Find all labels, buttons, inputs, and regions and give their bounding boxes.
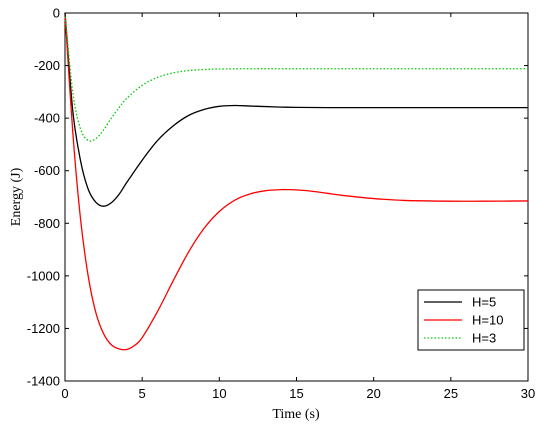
x-tick-label: 10 [212, 386, 226, 401]
y-tick-label: -400 [34, 111, 60, 126]
legend-label: H=3 [472, 331, 496, 346]
y-tick-label: -200 [34, 58, 60, 73]
series-line-h-10 [64, 12, 529, 351]
x-ticks: 0 5 10 15 20 25 30 [61, 13, 535, 401]
y-tick-label: -600 [34, 163, 60, 178]
legend: H=5 H=10 H=3 [417, 289, 525, 351]
x-tick-label: 30 [521, 386, 535, 401]
y-axis-label: Energy (J) [9, 167, 24, 226]
x-tick-label: 20 [366, 386, 380, 401]
y-tick-label: 0 [53, 6, 60, 21]
legend-label: H=5 [472, 295, 496, 310]
y-tick-label: -800 [34, 216, 60, 231]
y-ticks: 0 -200 -400 -600 -800 -1000 -1200 -1400 [27, 6, 528, 389]
legend-label: H=10 [472, 313, 503, 328]
series-line-h-5 [64, 12, 528, 207]
x-tick-label: 25 [444, 386, 458, 401]
series-layer [64, 12, 529, 351]
x-tick-label: 15 [289, 386, 303, 401]
y-tick-label: -1400 [27, 374, 60, 389]
y-tick-label: -1000 [27, 268, 60, 283]
series-line-h-3 [64, 12, 528, 142]
y-tick-label: -1200 [27, 321, 60, 336]
x-tick-label: 0 [61, 386, 68, 401]
x-tick-label: 5 [139, 386, 146, 401]
x-axis-label: Time (s) [272, 407, 320, 422]
